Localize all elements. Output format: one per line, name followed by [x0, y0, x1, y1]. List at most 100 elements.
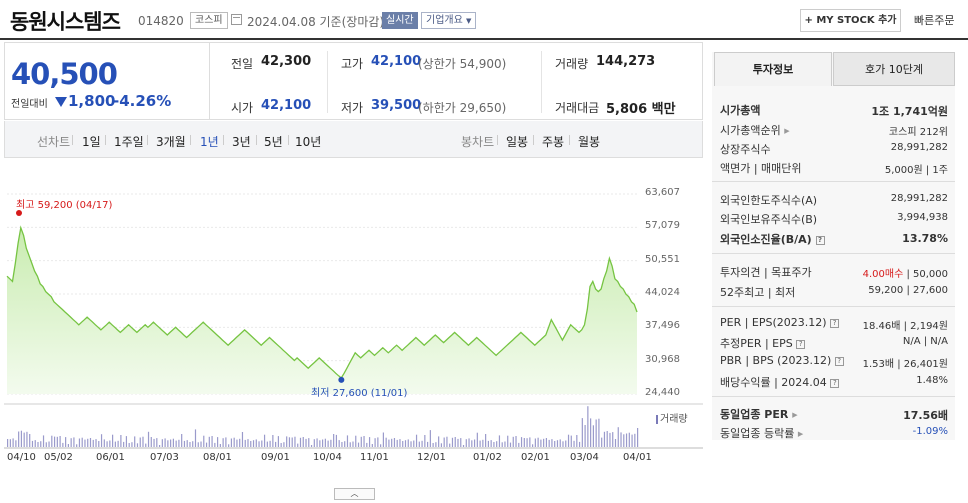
volume-bar: [291, 437, 293, 447]
tab-orderbook[interactable]: 호가 10단계: [833, 52, 955, 86]
volume-bar: [504, 441, 506, 447]
volume-bar: [493, 442, 495, 447]
amount-label: 거래대금: [555, 101, 600, 115]
tab-1week[interactable]: 1주일: [114, 135, 144, 149]
volume-bar: [56, 436, 58, 447]
x-tick-label: 08/01: [203, 452, 232, 463]
prev-close-value: 42,300: [261, 54, 312, 69]
volume-bar: [286, 436, 288, 447]
tab-3year[interactable]: 3년: [232, 135, 251, 149]
low-value: 39,500: [371, 98, 422, 113]
x-tick-label: 10/04: [313, 452, 342, 463]
info-label: 시가총액: [720, 104, 761, 117]
volume-bar: [136, 443, 139, 447]
x-tick-label: 12/01: [417, 452, 446, 463]
volume-bar: [233, 437, 235, 447]
realtime-badge[interactable]: 실시간: [382, 12, 418, 29]
x-tick-label: 04/10: [7, 452, 36, 463]
info-label: 상장주식수: [720, 143, 771, 156]
volume-bar: [305, 438, 307, 447]
volume-bar: [512, 436, 514, 447]
info-label[interactable]: PBR | BPS (2023.12) ?: [720, 354, 844, 367]
high-label: 고가: [341, 57, 364, 71]
volume-bar: [100, 434, 103, 447]
info-label[interactable]: 동일업종 PER ▶: [720, 408, 798, 421]
tab-investment-info[interactable]: 투자정보: [714, 52, 832, 86]
tab-5year[interactable]: 5년: [264, 135, 283, 149]
info-label[interactable]: 추정PER | EPS ?: [720, 335, 806, 351]
volume-bar: [482, 439, 484, 447]
help-icon[interactable]: ?: [830, 378, 840, 388]
upper-limit: (상한가 54,900): [418, 57, 507, 71]
price-chart-svg: [4, 193, 703, 449]
volume-bar: [523, 438, 525, 447]
volume-bar: [59, 436, 61, 447]
price-chart[interactable]: 63,607 57,079 50,551 44,024 37,496 30,968 24,4…: [0, 158, 703, 500]
volume-bar: [178, 439, 180, 447]
info-label[interactable]: 동일업종 등락률 ▶: [720, 427, 804, 440]
info-value: 4.00매수 | 50,000: [862, 269, 948, 280]
volume-bar: [559, 439, 561, 447]
info-label[interactable]: PER | EPS(2023.12) ?: [720, 316, 840, 329]
info-label: 액면가 | 매매단위: [720, 162, 802, 175]
volume-bar: [310, 445, 313, 447]
volume-bar: [609, 432, 611, 447]
arrow-right-icon: ▶: [792, 411, 798, 419]
volume-bar: [327, 440, 329, 447]
tab-10year[interactable]: 10년: [295, 135, 322, 149]
collapse-toggle-button[interactable]: ︿: [334, 488, 375, 500]
tab-3month[interactable]: 3개월: [156, 135, 186, 149]
info-label[interactable]: 배당수익률 | 2024.04 ?: [720, 374, 840, 390]
volume-bar: [382, 432, 384, 447]
info-label[interactable]: 시가총액순위 ▶: [720, 124, 790, 137]
volume-bar: [128, 443, 130, 447]
info-label[interactable]: 외국인소진율(B/A) ?: [720, 231, 825, 247]
arrow-right-icon: ▶: [784, 127, 790, 135]
volume-bar: [53, 436, 56, 447]
tab-monthly[interactable]: 월봉: [578, 135, 601, 149]
volume-bar: [114, 441, 116, 447]
volume-bar: [556, 440, 559, 447]
help-icon[interactable]: ?: [830, 318, 840, 328]
tab-daily[interactable]: 일봉: [506, 135, 529, 149]
volume-label: 거래량: [555, 57, 589, 71]
volume-bar: [244, 439, 246, 447]
volume-bar: [485, 434, 487, 447]
y-tick-label: 30,968: [645, 353, 680, 365]
volume-bar: [18, 431, 20, 447]
volume-bar: [637, 428, 639, 447]
volume-bar: [98, 441, 100, 447]
low-annotation: 최저 27,600 (11/01): [311, 388, 408, 399]
volume-bar: [175, 440, 177, 447]
info-value: 28,991,282: [890, 193, 948, 204]
volume-bar: [590, 418, 592, 447]
help-icon[interactable]: ?: [834, 356, 844, 366]
volume-bar: [230, 438, 233, 447]
volume-bar: [200, 441, 202, 447]
help-icon[interactable]: ?: [815, 235, 825, 245]
tab-1day[interactable]: 1일: [82, 135, 101, 149]
low-label: 저가: [341, 101, 364, 115]
tab-1year[interactable]: 1년: [200, 135, 219, 149]
divider: [497, 135, 498, 145]
y-tick-label: 44,024: [645, 287, 680, 298]
high-annotation: 최고 59,200 (04/17): [16, 200, 113, 211]
volume-bar: [518, 442, 520, 447]
volume-bar: [156, 438, 158, 447]
my-stock-add-button[interactable]: + MY STOCK 추가: [800, 9, 901, 32]
volume-bar: [255, 439, 257, 447]
volume-bar: [355, 435, 357, 447]
volume-bar: [612, 432, 614, 447]
volume-bar: [299, 437, 302, 447]
investment-info-panel: [712, 52, 955, 440]
volume-bar: [396, 439, 398, 447]
quick-order-link[interactable]: 빠른주문: [914, 14, 955, 27]
volume-bar: [344, 441, 346, 447]
company-overview-button[interactable]: 기업개요 ▼: [421, 12, 477, 29]
tab-weekly[interactable]: 주봉: [542, 135, 565, 149]
volume-bar: [371, 444, 373, 447]
x-tick-label: 02/01: [521, 452, 550, 463]
help-icon[interactable]: ?: [796, 339, 806, 349]
divider: [569, 135, 570, 145]
volume-bar: [247, 439, 249, 447]
